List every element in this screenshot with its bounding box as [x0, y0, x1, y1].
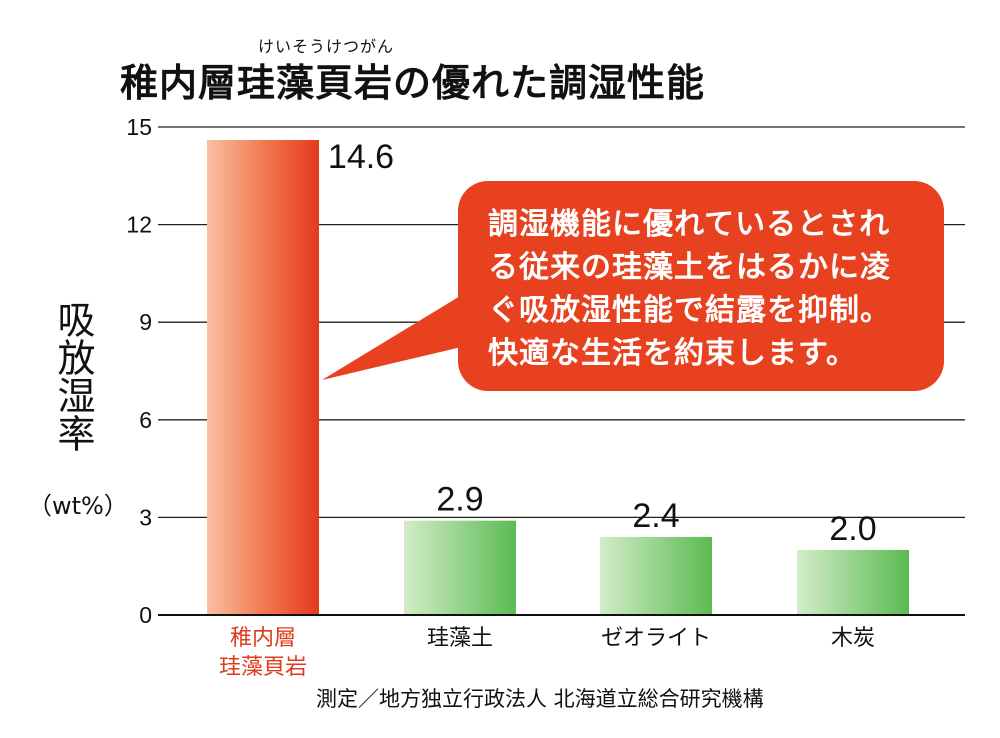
callout-box: 調湿機能に優れているとされ る従来の珪藻土をはるかに凌 ぐ吸放湿性能で結露を抑制… [458, 181, 944, 391]
bar [404, 520, 516, 615]
y-tick-label: 0 [139, 602, 152, 628]
x-tick-label: 珪藻頁岩 [219, 655, 307, 680]
bar [797, 549, 909, 615]
data-label: 14.6 [328, 138, 394, 176]
data-label: 2.4 [632, 497, 679, 535]
y-tick-label: 6 [139, 407, 152, 433]
x-tick-label: 珪藻土 [427, 626, 493, 651]
data-label: 2.9 [436, 481, 483, 519]
callout-pointer [322, 290, 470, 380]
y-tick-label: 9 [139, 309, 152, 335]
bar [600, 536, 712, 615]
y-axis-label: 吸放湿率 [51, 300, 95, 452]
title-ruby: けいそうけつがん [258, 37, 395, 56]
bar [207, 140, 319, 615]
source-note: 測定／地方独立行政法人 北海道立総合研究機構 [316, 687, 764, 711]
x-tick-label: 木炭 [831, 626, 875, 651]
data-label: 2.0 [829, 510, 876, 548]
y-tick-label: 3 [139, 504, 152, 530]
x-tick-label: 稚内層 [230, 626, 296, 651]
x-tick-label: ゼオライト [601, 626, 711, 651]
y-axis-unit: （wt%） [28, 492, 128, 520]
y-tick-label: 12 [126, 212, 152, 238]
chart-title: 稚内層珪藻頁岩の優れた調湿性能 [120, 61, 706, 105]
y-tick-label: 15 [126, 114, 152, 140]
